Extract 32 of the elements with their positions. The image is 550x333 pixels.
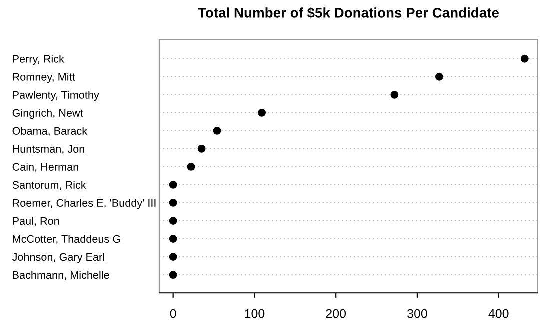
point: [187, 163, 196, 171]
point: [169, 217, 178, 225]
point: [169, 235, 178, 243]
y-tick-label: Perry, Rick: [13, 54, 64, 66]
chart-title: Total Number of $5k Donations Per Candidate: [198, 7, 499, 19]
y-tick-label: Johnson, Gary Earl: [12, 253, 104, 264]
point: [169, 199, 178, 207]
y-tick-label: Paul, Ron: [13, 217, 60, 226]
x-tick-label: 0: [170, 309, 176, 318]
y-tick-label: Romney, Mitt: [13, 72, 76, 84]
y-tick-label: Obama, Barack: [12, 127, 88, 136]
point: [258, 108, 266, 117]
point: [435, 72, 444, 81]
y-tick-label: Gingrich, Newt: [12, 108, 84, 120]
point: [169, 181, 178, 189]
point: [213, 126, 222, 135]
y-tick-label: Santorum, Rick: [12, 181, 86, 190]
y-tick-label: Pawlenty, Timothy: [13, 90, 100, 102]
point: [169, 271, 178, 279]
x-tick-label: 300: [408, 309, 428, 318]
y-tick-label: Bachmann, Michelle: [13, 271, 110, 280]
y-tick-label: Roemer, Charles E. 'Buddy' III: [13, 199, 156, 210]
point: [520, 54, 529, 63]
y-tick-label: Huntsman, Jon: [13, 145, 84, 154]
point: [198, 144, 206, 153]
x-tick-label: 200: [326, 309, 346, 318]
point: [390, 90, 399, 99]
x-tick-label: 400: [488, 309, 509, 318]
y-tick-label: Cain, Herman: [12, 163, 78, 172]
point: [169, 253, 178, 261]
y-tick-label: McCotter, Thaddeus G: [13, 235, 120, 244]
x-tick-label: 100: [245, 309, 265, 318]
